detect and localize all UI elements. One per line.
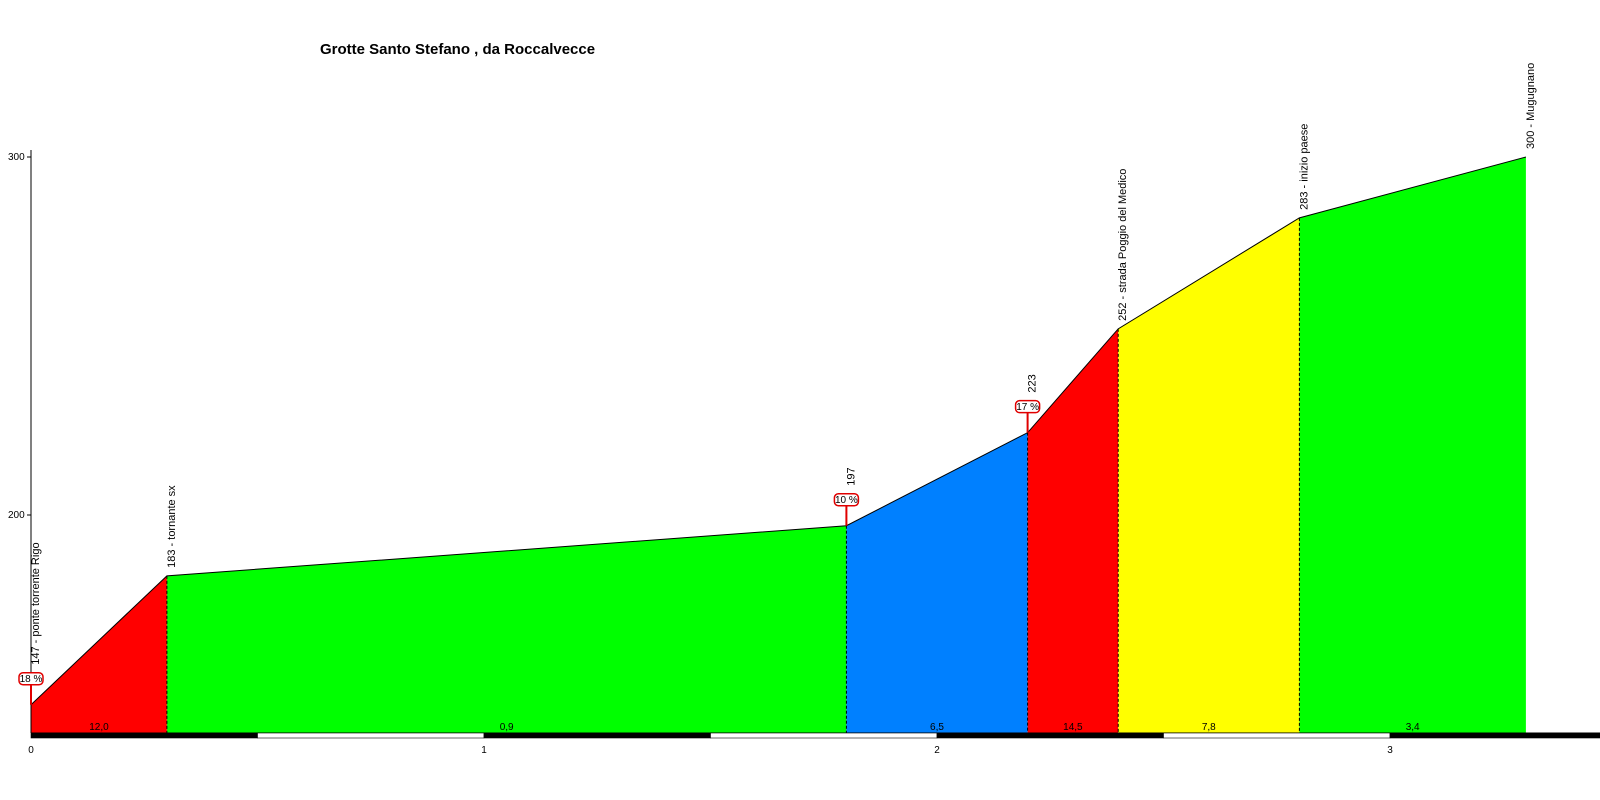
segment-gradient-label: 6,5 [930, 722, 944, 733]
y-tick-label: 200 [8, 510, 25, 521]
profile-segment [31, 575, 167, 733]
point-label: 252 - strada Poggio del Medico [1117, 169, 1129, 321]
gradient-labels: 12,0 0,9 6,5 14,5 7,8 3,4 [89, 722, 1420, 733]
profile-segments [31, 157, 1526, 734]
profile-segment [1118, 217, 1300, 734]
point-label: 300 - Mugugnano [1525, 63, 1537, 149]
km-bar [30, 732, 1600, 739]
marker-badge [1014, 399, 1041, 414]
marker-label: 17 % [1016, 402, 1039, 413]
point-label: 223 [1027, 374, 1039, 392]
max-gradient-markers: 18 % 10 % 17 % [18, 399, 1041, 705]
km-bar-segment [483, 732, 711, 739]
segment-gradient-label: 14,5 [1063, 722, 1083, 733]
point-label: 183 - tornante sx [166, 485, 178, 568]
km-bar-segment [1163, 732, 1391, 739]
segment-gradient-label: 0,9 [500, 722, 514, 733]
km-bar-segment [30, 732, 258, 739]
chart-title: Grotte Santo Stefano , da Roccalvecce [320, 41, 595, 58]
km-bar-segment [710, 732, 938, 739]
point-labels: 147 - ponte torrente Rigo 183 - tornante … [30, 63, 1537, 665]
marker-label: 10 % [835, 495, 858, 506]
point-label: 283 - inizio paese [1298, 124, 1310, 210]
profile-segment [166, 525, 847, 733]
marker-badge [833, 492, 860, 507]
x-tick-label: 3 [1387, 745, 1393, 756]
km-bar-segment [936, 732, 1164, 739]
profile-segment [1299, 157, 1526, 733]
profile-segment [846, 432, 1028, 733]
segment-gradient-label: 12,0 [89, 722, 109, 733]
point-label: 147 - ponte torrente Rigo [30, 542, 42, 664]
marker-label: 18 % [20, 674, 43, 685]
segment-gradient-label: 7,8 [1202, 722, 1216, 733]
x-tick-label: 2 [934, 745, 940, 756]
profile-segment [1027, 328, 1119, 733]
x-tick-label: 1 [481, 745, 487, 756]
segment-gradient-label: 3,4 [1406, 722, 1420, 733]
point-label: 197 [845, 467, 857, 485]
km-bar-segment [257, 732, 485, 739]
x-tick-label: 0 [28, 745, 34, 756]
marker-badge [18, 671, 44, 686]
km-bar-segment [1389, 732, 1600, 739]
y-tick-label: 300 [8, 152, 25, 163]
segment-dividers [166, 217, 1300, 733]
